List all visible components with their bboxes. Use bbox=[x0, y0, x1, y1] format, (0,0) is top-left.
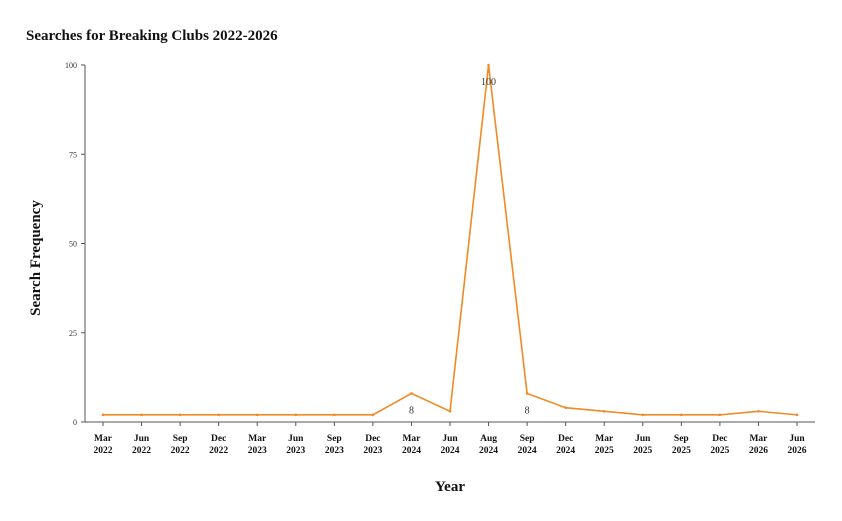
y-tick-label: 50 bbox=[69, 240, 77, 249]
x-tick-label: Mar 2024 bbox=[402, 434, 421, 456]
series-line bbox=[103, 64, 798, 416]
x-tick-label: Dec 2025 bbox=[710, 434, 729, 456]
x-tick-label: Jun 2023 bbox=[286, 434, 305, 456]
x-tick-label: Aug 2024 bbox=[479, 434, 498, 456]
y-tick-label: 25 bbox=[69, 329, 77, 338]
y-tick-label: 75 bbox=[69, 150, 77, 159]
data-label: 100 bbox=[481, 77, 496, 88]
x-tick-label: Dec 2024 bbox=[556, 434, 575, 456]
x-tick-label: Sep 2023 bbox=[325, 434, 344, 456]
x-tick-label: Mar 2023 bbox=[248, 434, 267, 456]
data-point bbox=[217, 413, 220, 417]
data-point bbox=[410, 392, 413, 395]
y-tick-label: 0 bbox=[73, 418, 77, 427]
x-tick-label: Mar 2025 bbox=[595, 434, 614, 456]
data-point bbox=[757, 409, 760, 413]
x-tick-label: Dec 2022 bbox=[209, 434, 228, 456]
y-axis-title: Search Frequency bbox=[28, 200, 44, 316]
data-point bbox=[795, 413, 799, 417]
x-tick-label: Dec 2023 bbox=[363, 434, 382, 456]
data-point bbox=[294, 413, 298, 417]
data-points bbox=[101, 63, 799, 417]
x-tick-label: Jun 2024 bbox=[441, 434, 460, 456]
x-tick-label: Mar 2026 bbox=[749, 434, 768, 456]
y-axis-ticks: 0 25 50 75 100 bbox=[65, 61, 85, 427]
data-labels: 8 100 8 bbox=[409, 77, 530, 416]
data-point bbox=[718, 413, 722, 417]
data-point bbox=[602, 409, 606, 413]
data-point bbox=[371, 413, 375, 417]
data-point bbox=[101, 413, 105, 417]
data-point bbox=[333, 413, 336, 417]
data-point bbox=[641, 413, 645, 417]
data-point bbox=[525, 392, 529, 395]
data-point bbox=[178, 413, 182, 417]
data-point bbox=[680, 413, 683, 417]
x-tick-label: Jun 2026 bbox=[788, 434, 807, 456]
data-point bbox=[255, 413, 259, 417]
data-point bbox=[140, 413, 143, 417]
x-tick-label: Jun 2025 bbox=[633, 434, 652, 456]
x-axis-ticks: Mar 2022 Jun 2022 Sep 2022 Dec 2022 Mar 2023 Jun 20… bbox=[94, 422, 807, 456]
data-point bbox=[448, 409, 452, 413]
y-tick-label: 100 bbox=[65, 61, 77, 70]
x-tick-label: Jun 2022 bbox=[132, 434, 151, 456]
x-tick-label: Sep 2025 bbox=[672, 434, 691, 456]
data-label: 8 bbox=[409, 405, 414, 416]
x-tick-label: Sep 2024 bbox=[518, 434, 537, 456]
chart-title: Searches for Breaking Clubs 2022-2026 bbox=[26, 28, 278, 44]
data-point bbox=[487, 63, 490, 67]
x-axis-title: Year bbox=[435, 479, 465, 495]
data-label: 8 bbox=[525, 405, 530, 416]
data-point bbox=[564, 406, 567, 410]
x-tick-label: Mar 2022 bbox=[94, 434, 113, 456]
x-tick-label: Sep 2022 bbox=[171, 434, 190, 456]
